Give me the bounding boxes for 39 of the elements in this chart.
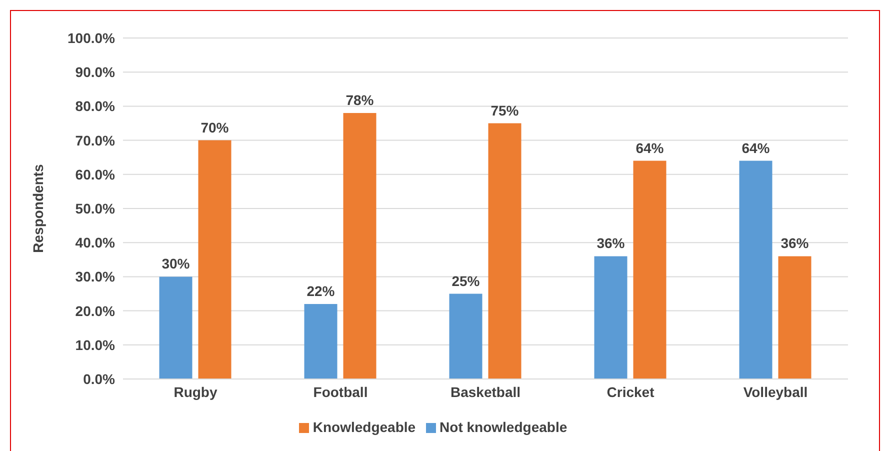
y-tick-label: 50.0% <box>75 200 116 216</box>
y-tick-label: 0.0% <box>83 370 116 387</box>
x-tick-label: Rugby <box>174 384 218 400</box>
y-tick-label: 30.0% <box>75 268 116 285</box>
bar <box>198 140 232 379</box>
bar <box>304 304 338 379</box>
bar <box>159 276 192 379</box>
y-tick-label: 60.0% <box>75 166 116 182</box>
y-tick-label: 90.0% <box>75 64 116 80</box>
y-tick-label: 100.0% <box>68 30 116 46</box>
data-label: 22% <box>306 282 336 299</box>
y-tick-label: 80.0% <box>75 98 116 114</box>
x-tick-label: Volleyball <box>743 384 808 400</box>
data-label: 36% <box>596 235 626 252</box>
data-label: 64% <box>742 140 770 156</box>
bar <box>633 160 666 379</box>
y-tick-label: 10.0% <box>75 336 116 353</box>
bar <box>739 160 772 379</box>
bar <box>488 123 522 379</box>
x-tick-label: Football <box>313 384 368 400</box>
y-axis-title: Respondents <box>30 164 46 253</box>
y-tick-label: 70.0% <box>75 132 116 148</box>
y-tick-label: 20.0% <box>75 302 116 319</box>
data-label: 64% <box>636 140 664 156</box>
data-label: 30% <box>162 256 190 272</box>
legend-label: Not knowledgeable <box>440 419 568 435</box>
data-label: 70% <box>200 119 230 136</box>
y-tick-label: 40.0% <box>75 234 116 251</box>
data-label: 75% <box>490 102 520 118</box>
data-label: 36% <box>780 235 810 252</box>
data-label: 78% <box>346 92 374 108</box>
bar <box>594 256 628 379</box>
bar <box>343 113 376 379</box>
x-tick-label: Basketball <box>450 384 521 400</box>
bar <box>449 294 482 379</box>
data-label: 25% <box>452 272 480 289</box>
bar <box>778 256 812 379</box>
x-tick-label: Cricket <box>606 384 655 400</box>
legend-label: Knowledgeable <box>312 419 416 435</box>
